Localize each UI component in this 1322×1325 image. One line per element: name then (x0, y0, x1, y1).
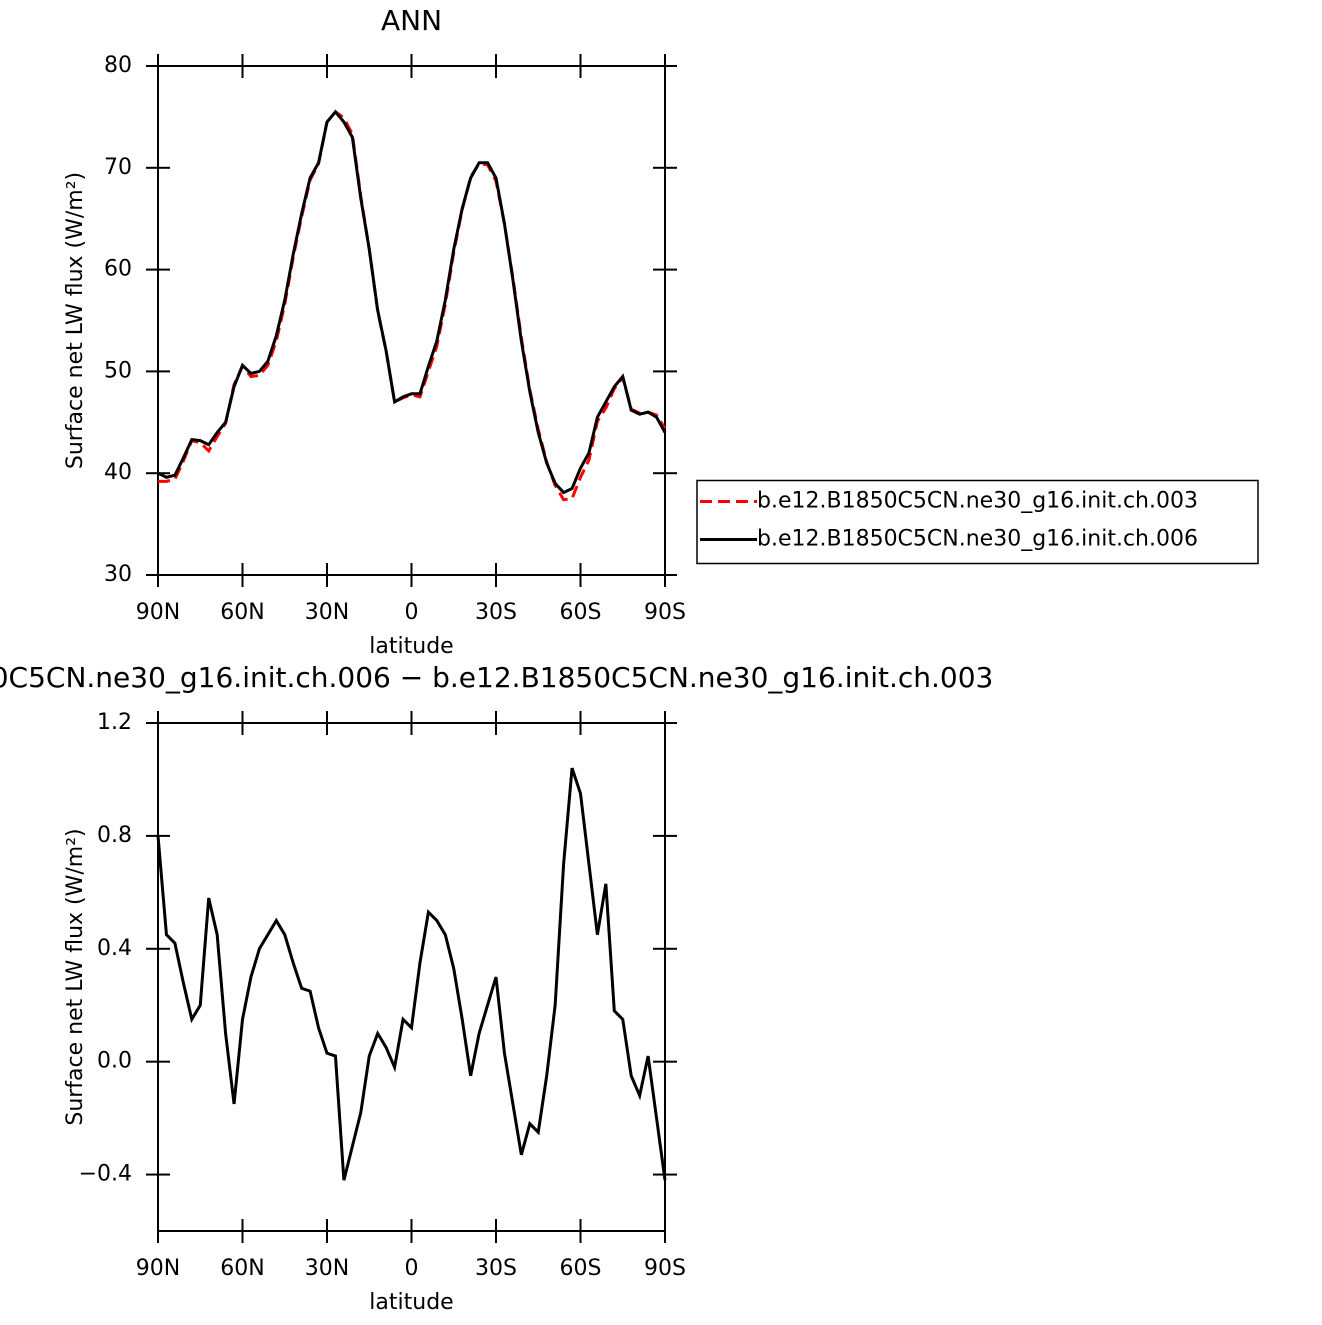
y-tick-label: 80 (104, 53, 132, 78)
y-tick-label: 0.4 (97, 936, 132, 961)
x-tick-label: 90S (644, 600, 686, 625)
y-tick-label: 60 (104, 257, 132, 282)
x-tick-label: 30S (475, 600, 517, 625)
plot-frame (157, 722, 666, 1232)
x-axis-label: latitude (369, 1290, 453, 1315)
y-tick-label: −0.4 (79, 1162, 132, 1187)
chart-title: ANN (381, 4, 442, 37)
data-line (158, 109, 667, 502)
y-axis-label: Surface net LW flux (W/m²) (63, 828, 88, 1125)
y-tick-label: 70 (104, 155, 132, 180)
x-tick-label: 90N (136, 600, 180, 625)
y-tick-label: 0.0 (97, 1049, 132, 1074)
y-tick-label: 30 (104, 562, 132, 587)
x-tick-label: 90N (136, 1256, 180, 1281)
data-line (156, 767, 667, 1181)
data-line (157, 109, 667, 495)
legend-box (696, 479, 1259, 565)
plot-frame (157, 65, 666, 576)
legend-label: b.e12.B1850C5CN.ne30_g16.init.ch.006 (757, 527, 1198, 552)
legend-label: b.e12.B1850C5CN.ne30_g16.init.ch.003 (757, 489, 1198, 514)
y-tick-label: 1.2 (97, 710, 132, 735)
x-tick-label: 90S (644, 1256, 686, 1281)
x-tick-label: 60S (560, 1256, 602, 1281)
x-tick-label: 30N (305, 600, 349, 625)
x-tick-label: 0 (405, 600, 419, 625)
y-tick-label: 0.8 (97, 823, 132, 848)
y-axis-label: Surface net LW flux (W/m²) (63, 172, 88, 469)
y-tick-label: 50 (104, 358, 132, 383)
x-axis-label: latitude (369, 634, 453, 659)
y-tick-label: 40 (104, 460, 132, 485)
x-tick-label: 0 (405, 1256, 419, 1281)
x-tick-label: 60N (220, 1256, 264, 1281)
x-tick-label: 30S (475, 1256, 517, 1281)
x-tick-label: 60N (220, 600, 264, 625)
x-tick-label: 60S (560, 600, 602, 625)
x-tick-label: 30N (305, 1256, 349, 1281)
chart-title: b.e12.B1850C5CN.ne30_g16.init.ch.006 − b… (0, 661, 993, 694)
